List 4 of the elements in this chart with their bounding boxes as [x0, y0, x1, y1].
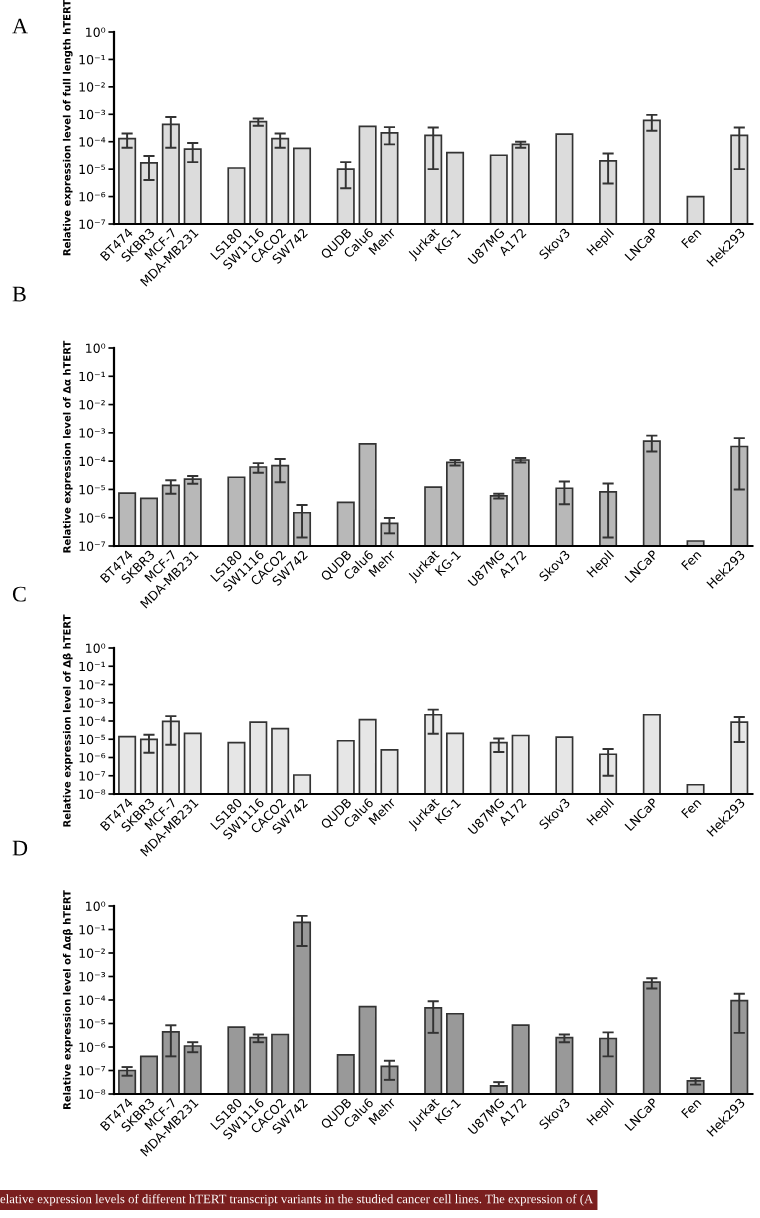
chart-title: A [12, 18, 28, 34]
chart-title: C [12, 586, 26, 602]
chart-title: D [12, 840, 28, 856]
chart-title: B [12, 286, 26, 302]
